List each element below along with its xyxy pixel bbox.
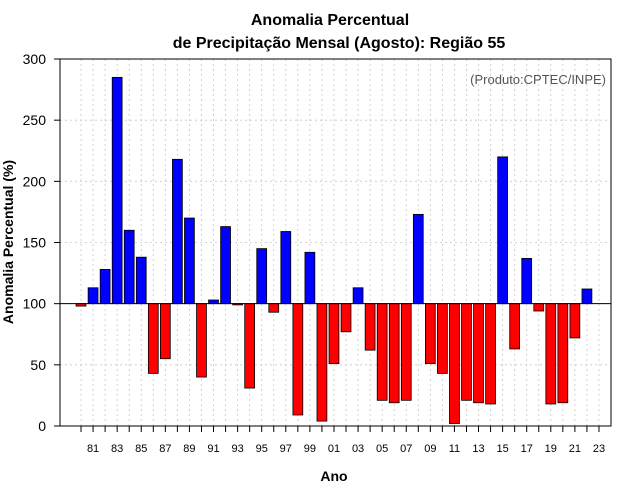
bar-02 [340,303,352,333]
bar-15 [497,156,508,305]
bar-14 [485,303,496,405]
bar-11 [449,303,460,424]
bars [75,76,593,424]
y-tick-label: 250 [23,112,47,128]
bar-82 [99,269,111,305]
y-tick-label: 0 [38,418,46,434]
x-tick-label: 13 [472,443,484,455]
y-tick-label: 300 [23,51,47,67]
x-tick-label: 01 [328,443,340,455]
x-tick-label: 09 [424,443,436,455]
bar-91 [208,299,219,305]
bar-99 [304,251,316,305]
y-tick-label: 100 [23,296,47,312]
bar-84 [123,229,135,305]
x-tick-label: 95 [256,443,268,455]
x-tick-label: 21 [569,443,581,455]
x-tick-label: 91 [207,443,219,455]
y-tick-label: 150 [23,235,47,251]
bar-88 [172,158,183,305]
x-tick-label: 03 [352,443,364,455]
credit-label: (Produto:CPTEC/INPE) [470,72,606,87]
y-axis: 0 50 100 150 200 250 300 [23,51,60,434]
bar-05 [376,303,388,401]
bar-04 [364,303,376,351]
x-tick-label: 07 [400,443,412,455]
bar-90 [196,303,207,378]
bar-19 [545,303,557,405]
x-tick-label: 05 [376,443,388,455]
x-tick-label: 97 [280,443,292,455]
bar-97 [280,231,292,305]
x-tick-label: 85 [135,443,147,455]
bar-03 [352,287,364,305]
y-tick-label: 200 [23,173,47,189]
x-tick-label: 19 [545,443,557,455]
bar-01 [328,303,340,365]
x-tick-label: 11 [449,443,460,455]
bar-81 [87,287,99,305]
bar-09 [425,303,436,365]
bar-10 [437,303,448,374]
x-tick-label: 87 [159,443,171,455]
grid [60,59,611,426]
bar-94 [244,303,255,389]
x-tick-label: 93 [231,443,243,455]
bar-07 [400,303,412,401]
bar-92 [220,226,231,305]
bar-12 [461,303,472,401]
bar-89 [184,217,195,305]
x-axis-title: Ano [320,468,347,484]
bar-21 [569,303,581,339]
bar-06 [388,303,400,404]
x-tick-label: 83 [111,443,123,455]
x-axis: 81 83 85 87 89 91 93 95 97 99 01 03 05 07 09 11 13 15 17 19… [80,426,605,455]
bar-13 [473,303,484,404]
bar-16 [509,303,520,350]
bar-85 [135,256,147,305]
chart-title-line2: de Precipitação Mensal (Agosto): Região … [173,35,506,52]
bar-17 [521,258,533,305]
x-tick-label: 15 [496,443,508,455]
bar-00 [316,303,328,422]
bar-18 [533,303,545,312]
bar-96 [268,303,280,313]
x-tick-label: 81 [87,443,99,455]
bar-20 [557,303,569,404]
x-tick-label: 89 [183,443,195,455]
bar-98 [292,303,304,416]
y-tick-label: 50 [30,357,46,373]
bar-22 [581,288,593,305]
bar-95 [256,248,268,305]
y-axis-title: Anomalia Percentual (%) [0,160,16,324]
x-tick-label: 99 [304,443,316,455]
x-tick-label: 23 [593,443,605,455]
bar-83 [111,76,123,305]
x-tick-label: 17 [521,443,533,455]
bar-08 [412,213,424,305]
bar-87 [160,303,171,360]
bar-86 [147,303,159,374]
chart-title-line1: Anomalia Percentual [251,12,409,29]
